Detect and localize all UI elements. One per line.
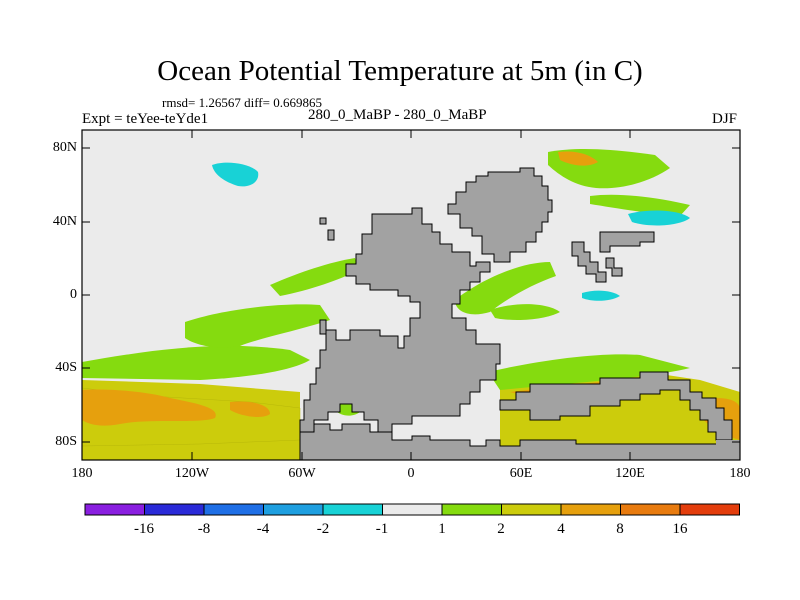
y-label-40n: 40N: [52, 214, 77, 229]
anomaly-pacific-tongue-2: [270, 258, 358, 296]
y-label-0: 0: [70, 287, 77, 302]
land-island-1: [319, 217, 327, 225]
season-label: DJF: [712, 111, 738, 127]
colorbar-label: -8: [197, 521, 211, 537]
anomaly-south-pacific-fringe: [82, 345, 310, 380]
anomaly-ne-orange: [558, 151, 598, 166]
anomaly-south-pacific-core-2: [230, 401, 270, 417]
land-east-edge: [716, 440, 740, 460]
x-label-180e: 180: [729, 466, 751, 481]
colorbar-swatch: [382, 503, 443, 516]
land-island-3: [319, 319, 327, 335]
y-label-80n: 80N: [52, 140, 77, 155]
colorbar-label: -2: [316, 521, 330, 537]
experiment-label: Expt = teYee-teYde1: [82, 111, 209, 127]
colorbar-label: 2: [497, 521, 505, 537]
x-ticks: [81, 130, 741, 460]
land-island-2: [327, 229, 335, 241]
land-se-asia: [571, 241, 607, 283]
land-east-asia: [599, 231, 655, 253]
colorbar-swatch: [203, 503, 264, 516]
colorbar-label: 1: [438, 521, 446, 537]
colorbar: [84, 503, 740, 516]
y-label-80s: 80S: [55, 434, 77, 449]
rmsd-diff-stats: rmsd= 1.26567 diff= 0.669865: [162, 95, 322, 110]
x-label-120w: 120W: [174, 466, 210, 481]
colorbar-swatch: [679, 503, 740, 516]
anomaly-pacific-tongue-1: [185, 304, 330, 348]
anomaly-tethys-cold: [582, 290, 620, 301]
y-label-40s: 40S: [55, 360, 77, 375]
colorbar-swatch: [620, 503, 681, 516]
x-label-60e: 60E: [509, 466, 533, 481]
anomaly-ne-cold: [628, 210, 690, 226]
x-label-120e: 120E: [615, 466, 645, 481]
chart-title: Ocean Potential Temperature at 5m (in C): [157, 55, 643, 87]
anomaly-tethys-green-2: [490, 304, 560, 320]
land-eurasia-north: [447, 167, 553, 263]
anomaly-southern-indian-fringe: [488, 354, 690, 390]
anomaly-north-pacific-cold: [212, 162, 259, 187]
colorbar-label: -16: [134, 521, 154, 537]
anomaly-south-pacific-core: [82, 389, 216, 426]
y-ticks: [82, 147, 740, 443]
colorbar-swatch: [263, 503, 324, 516]
land-americas-africa: [299, 207, 501, 433]
colorbar-swatch: [560, 503, 621, 516]
colorbar-label: 8: [616, 521, 624, 537]
colorbar-swatch: [501, 503, 562, 516]
colorbar-label: 4: [557, 521, 565, 537]
land-antarctica: [299, 423, 740, 460]
colorbar-swatch: [441, 503, 502, 516]
colorbar-swatch: [144, 503, 205, 516]
period-subtitle: 280_0_MaBP - 280_0_MaBP: [308, 107, 487, 123]
anomaly-field: [82, 148, 740, 460]
colorbar-label: 16: [672, 521, 688, 537]
colorbar-swatch: [322, 503, 383, 516]
colorbar-swatch: [84, 503, 145, 516]
x-label-60w: 60W: [288, 466, 316, 481]
x-label-0: 0: [407, 466, 415, 481]
anomaly-tethys-green: [455, 262, 556, 315]
land-australia-antarctica: [499, 371, 733, 441]
colorbar-label: -4: [256, 521, 270, 537]
land-india: [605, 257, 623, 277]
anomaly-ne-green-2: [590, 194, 690, 216]
x-label-180w: 180: [71, 466, 93, 481]
colorbar-label: -1: [375, 521, 389, 537]
